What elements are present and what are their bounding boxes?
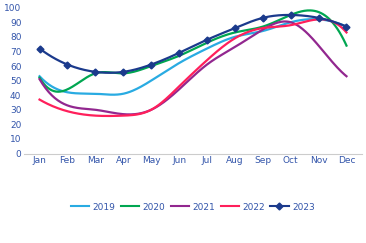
2021 [226, 49, 231, 52]
2023 [37, 47, 42, 50]
2022 [38, 99, 43, 102]
2023 [318, 17, 322, 20]
2019 [37, 75, 42, 78]
2022 [220, 46, 224, 49]
2022 [344, 31, 349, 34]
2021 [283, 20, 287, 23]
2021 [127, 113, 131, 116]
2020 [297, 10, 302, 13]
2022 [106, 114, 111, 117]
Line: 2022: 2022 [40, 19, 347, 116]
Line: 2020: 2020 [40, 10, 347, 92]
Line: 2023: 2023 [40, 15, 347, 73]
2023 [287, 14, 291, 17]
2020 [220, 35, 224, 38]
2019 [226, 37, 231, 40]
2022 [319, 18, 323, 21]
2019 [221, 40, 225, 43]
2023 [220, 32, 224, 35]
2023 [298, 14, 302, 17]
2019 [311, 18, 316, 21]
Line: 2019: 2019 [40, 19, 347, 95]
2019 [110, 93, 115, 96]
2020 [318, 11, 322, 14]
2022 [317, 18, 321, 21]
2023 [38, 48, 43, 51]
2020 [344, 44, 349, 47]
2022 [226, 41, 231, 44]
2020 [37, 76, 42, 79]
2021 [220, 53, 224, 56]
2023 [344, 25, 349, 28]
2019 [220, 40, 224, 43]
2020 [307, 9, 312, 12]
2021 [344, 75, 349, 78]
2022 [221, 45, 225, 48]
2019 [344, 25, 349, 28]
2019 [38, 76, 43, 79]
2023 [107, 71, 112, 74]
2019 [297, 19, 302, 22]
2021 [37, 78, 42, 81]
2021 [318, 46, 322, 49]
Line: 2021: 2021 [40, 21, 347, 114]
2019 [318, 18, 322, 21]
2020 [226, 33, 231, 36]
Legend: 2019, 2020, 2021, 2022, 2023: 2019, 2020, 2021, 2022, 2023 [68, 199, 318, 215]
2021 [298, 26, 302, 29]
2022 [297, 22, 302, 25]
2020 [38, 78, 43, 81]
2021 [38, 79, 43, 82]
2023 [226, 29, 231, 32]
2020 [56, 90, 60, 93]
2023 [221, 31, 225, 34]
2020 [221, 35, 225, 37]
2022 [37, 98, 42, 101]
2021 [221, 52, 225, 55]
